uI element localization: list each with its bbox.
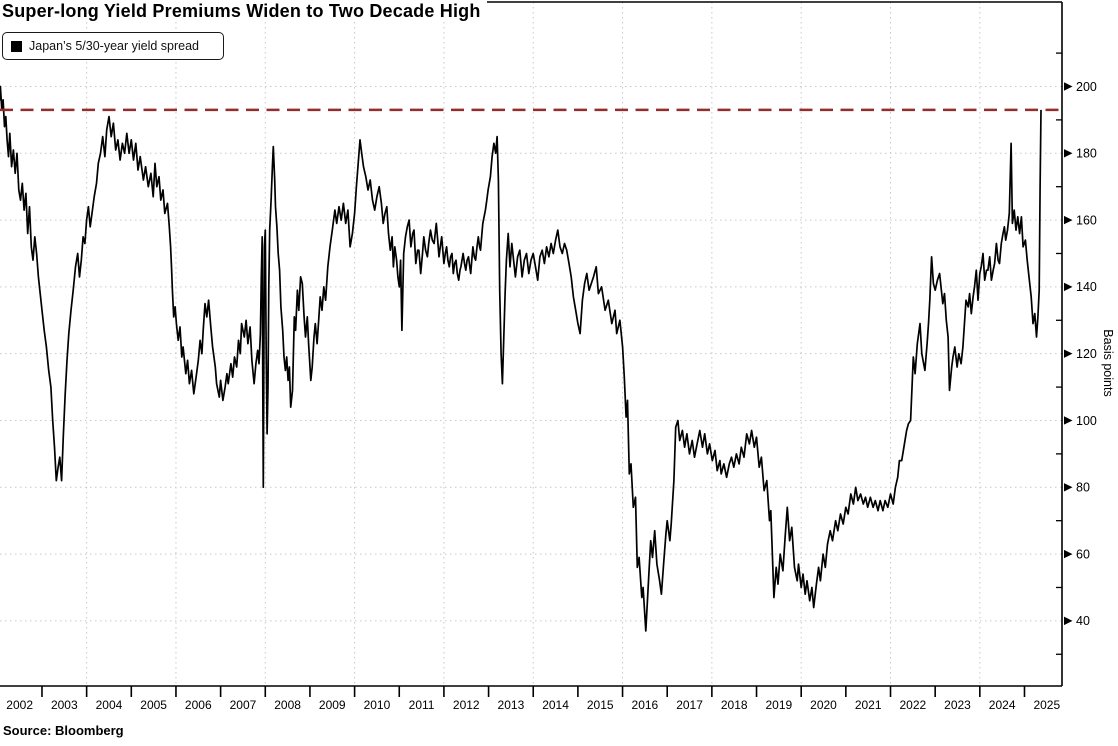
- y-tick-label: 160: [1076, 213, 1097, 227]
- source-attribution: Source: Bloomberg: [3, 723, 124, 738]
- y-tick-labels: 40 60 80 100 120 140 160 180 200: [1076, 80, 1097, 628]
- y-tick-label: 140: [1076, 280, 1097, 294]
- y-tick-arrow: [1064, 349, 1073, 358]
- year-label: 2008: [274, 698, 301, 712]
- year-label: 2016: [632, 698, 659, 712]
- y-tick-label: 80: [1076, 481, 1090, 495]
- page-title: Super-long Yield Premiums Widen to Two D…: [2, 1, 487, 22]
- y-tick-label: 60: [1076, 547, 1090, 561]
- year-label: 2003: [51, 698, 78, 712]
- year-label: 2011: [409, 698, 435, 712]
- y-axis: [1056, 52, 1073, 655]
- year-label: 2014: [542, 698, 569, 712]
- year-label: 2006: [185, 698, 212, 712]
- year-label: 2021: [855, 698, 882, 712]
- year-label: 2002: [6, 698, 33, 712]
- year-label: 2018: [721, 698, 748, 712]
- gridlines: [0, 2, 1062, 686]
- y-tick-arrow: [1064, 616, 1073, 626]
- year-label: 2010: [364, 698, 391, 712]
- y-tick-arrow: [1064, 416, 1073, 425]
- year-label: 2007: [230, 698, 257, 712]
- series-line: [0, 85, 1042, 632]
- year-label: 2025: [1033, 698, 1060, 712]
- year-label: 2023: [944, 698, 971, 712]
- year-label: 2022: [899, 698, 926, 712]
- y-tick-arrow: [1064, 549, 1073, 559]
- y-tick-label: 180: [1076, 147, 1097, 161]
- y-tick-arrow: [1064, 282, 1073, 292]
- y-tick-label: 100: [1076, 414, 1097, 428]
- y-axis-title: Basis points: [1101, 329, 1115, 396]
- year-label: 2019: [766, 698, 793, 712]
- year-label: 2017: [676, 698, 703, 712]
- y-tick-label: 120: [1076, 347, 1097, 361]
- year-label: 2005: [140, 698, 167, 712]
- year-label: 2013: [498, 698, 525, 712]
- y-tick-arrow: [1064, 82, 1073, 91]
- year-label: 2004: [96, 698, 123, 712]
- y-tick-arrow: [1064, 483, 1073, 492]
- year-label: 2024: [989, 698, 1016, 712]
- legend: Japan’s 5/30-year yield spread: [2, 32, 224, 60]
- legend-series-label: Japan’s 5/30-year yield spread: [29, 39, 200, 53]
- year-label: 2009: [319, 698, 346, 712]
- x-tick-labels: 2002 2003 2004 2005 2006 2007 2008 2009 2010 2011…: [6, 698, 1060, 712]
- year-label: 2012: [453, 698, 480, 712]
- axes: [0, 1, 1063, 697]
- legend-series-marker: [11, 40, 22, 52]
- y-tick-label: 200: [1076, 80, 1097, 94]
- year-label: 2020: [810, 698, 837, 712]
- y-tick-arrow: [1064, 149, 1073, 158]
- y-tick-label: 40: [1076, 614, 1090, 628]
- y-tick-arrow: [1064, 215, 1073, 225]
- year-label: 2015: [587, 698, 614, 712]
